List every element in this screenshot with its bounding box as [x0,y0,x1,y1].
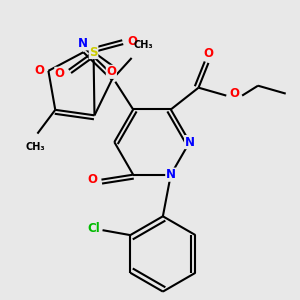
Text: CH₃: CH₃ [26,142,45,152]
Text: S: S [89,46,98,59]
Text: O: O [34,64,44,77]
Text: N: N [184,136,195,148]
Text: O: O [55,67,65,80]
Text: O: O [203,47,214,61]
Text: O: O [229,87,239,100]
Text: O: O [127,34,137,48]
Text: CH₃: CH₃ [134,40,153,50]
Text: Cl: Cl [87,222,100,235]
Text: O: O [88,173,98,186]
Text: O: O [106,65,116,78]
Text: N: N [78,37,88,50]
Text: N: N [166,168,176,181]
